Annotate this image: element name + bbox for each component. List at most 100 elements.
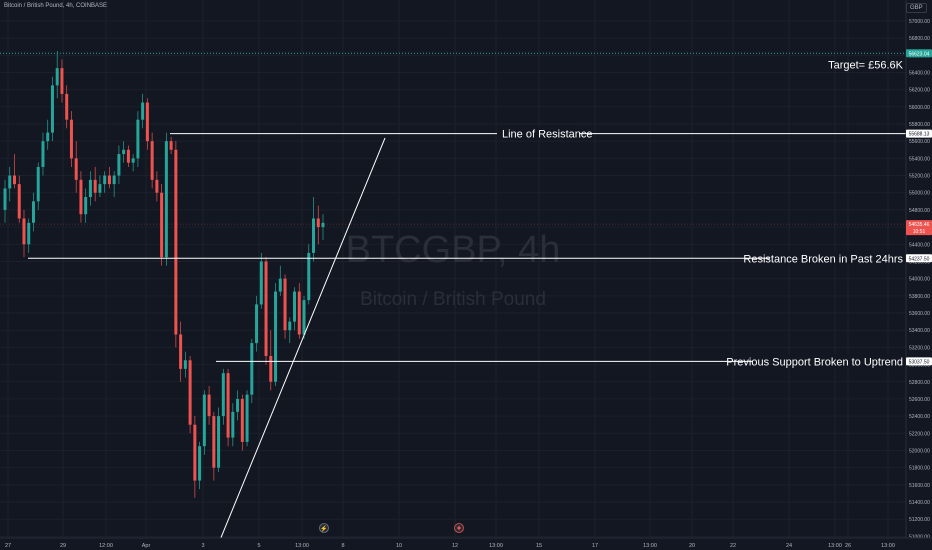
symbol-title[interactable]: Bitcoin / British Pound, 4h, COINBASE xyxy=(4,3,108,9)
price-tick-label: 55800.00 xyxy=(909,122,930,128)
price-tick-label: 51600.00 xyxy=(909,483,930,489)
candle xyxy=(174,141,178,348)
price-tick-label: 52600.00 xyxy=(909,397,930,403)
time-axis[interactable]: 27 29 12:00 Apr 3 5 13:00 8 10 12 13:00 15 17 13:00 20… xyxy=(0,537,932,550)
candle xyxy=(22,209,26,258)
candle xyxy=(169,136,173,155)
price-tick-label: 54400.00 xyxy=(909,242,930,248)
candle xyxy=(245,390,249,447)
time-tick-label: 29 xyxy=(60,543,66,549)
flash-event-glyph: ⚡ xyxy=(320,525,327,533)
candle xyxy=(207,386,211,425)
candle xyxy=(12,154,16,189)
time-tick-label: 12 xyxy=(452,543,458,549)
price-tick-label: 51400.00 xyxy=(909,500,930,506)
candle xyxy=(202,390,206,455)
candles xyxy=(3,50,325,498)
svg-text:10:51: 10:51 xyxy=(913,229,926,235)
time-tick-label: 13:00 xyxy=(489,543,503,549)
currency-badge[interactable]: GBP xyxy=(906,3,927,13)
candle xyxy=(164,132,168,266)
candle xyxy=(112,171,116,198)
time-tick-label: 12:00 xyxy=(99,543,113,549)
price-tick-label: 56400.00 xyxy=(909,70,930,76)
candle xyxy=(136,111,140,167)
price-tick-label: 52000.00 xyxy=(909,448,930,454)
time-tick-label: 27 xyxy=(5,543,11,549)
previous-support-label-bg xyxy=(752,354,906,369)
price-tick-label: 51000.00 xyxy=(909,534,930,540)
candle xyxy=(183,351,187,378)
price-tick-label: 51800.00 xyxy=(909,466,930,472)
candle xyxy=(69,111,73,167)
candle xyxy=(160,184,164,266)
time-tick-label: 13:00 xyxy=(881,543,895,549)
time-tick-label: 5 xyxy=(257,543,260,549)
candle xyxy=(259,252,263,309)
candle xyxy=(236,390,240,421)
candle xyxy=(141,93,145,129)
candle xyxy=(321,214,325,240)
price-tick-label: 56000.00 xyxy=(909,105,930,111)
price-tick-label: 57000.00 xyxy=(909,19,930,25)
candle xyxy=(198,441,202,490)
svg-text:55688.13: 55688.13 xyxy=(909,132,930,138)
candle xyxy=(217,407,221,472)
time-tick-label: 20 xyxy=(689,543,695,549)
line-of-resistance-label: Line of Resistance xyxy=(502,129,593,141)
candle xyxy=(65,85,69,129)
candle xyxy=(98,175,102,198)
price-tick-label: 53800.00 xyxy=(909,294,930,300)
price-tick-label: 55600.00 xyxy=(909,139,930,145)
candle xyxy=(84,188,88,223)
time-tick-labels: 27 29 12:00 Apr 3 5 13:00 8 10 12 13:00 15 17 13:00 20… xyxy=(5,543,895,549)
candle xyxy=(36,162,40,210)
svg-text:54237.50: 54237.50 xyxy=(909,256,930,262)
price-tick-label: 51200.00 xyxy=(909,517,930,523)
candle xyxy=(264,257,268,365)
candle xyxy=(8,166,12,202)
candle xyxy=(103,171,107,193)
candle xyxy=(283,274,287,339)
candle xyxy=(74,141,78,193)
candle xyxy=(193,416,197,498)
candle xyxy=(226,368,230,447)
candle xyxy=(269,330,273,391)
price-tick-label: 55400.00 xyxy=(909,156,930,162)
candle xyxy=(46,119,50,150)
candle xyxy=(122,141,126,163)
time-tick-label: 8 xyxy=(341,543,344,549)
time-tick-label: 26 xyxy=(845,543,851,549)
time-tick-label: 17 xyxy=(592,543,598,549)
candle xyxy=(131,154,135,172)
candle xyxy=(293,287,297,331)
price-tag-target: 56623.04 xyxy=(906,49,932,58)
candle xyxy=(93,166,97,202)
event-markers[interactable]: ⚡ xyxy=(319,523,464,533)
candle xyxy=(155,171,159,202)
price-tag-resistance: 55688.13 xyxy=(906,129,932,138)
price-tick-label: 52400.00 xyxy=(909,414,930,420)
candle xyxy=(145,98,149,150)
time-tick-label: 3 xyxy=(201,543,204,549)
candle xyxy=(117,145,121,185)
price-axis[interactable]: 57000.0056800.0056600.0056400.0056200.00… xyxy=(905,0,932,540)
time-tick-label: 24 xyxy=(786,543,792,549)
candle xyxy=(3,179,7,223)
resistance-broken-label-bg xyxy=(770,251,906,266)
candle xyxy=(126,145,130,167)
price-tag-resistance-broken: 54237.50 xyxy=(906,254,932,263)
resistance-broken-label: Resistance Broken in Past 24hrs xyxy=(743,253,903,265)
price-tick-label: 56800.00 xyxy=(909,36,930,42)
price-tick-label: 55000.00 xyxy=(909,191,930,197)
watermark: BTCGBP, 4h Bitcoin / British Pound xyxy=(346,229,561,310)
price-tick-label: 53600.00 xyxy=(909,311,930,317)
candle xyxy=(274,282,278,387)
candle xyxy=(31,192,35,232)
price-tick-label: 54800.00 xyxy=(909,208,930,214)
trend-line xyxy=(219,137,386,541)
